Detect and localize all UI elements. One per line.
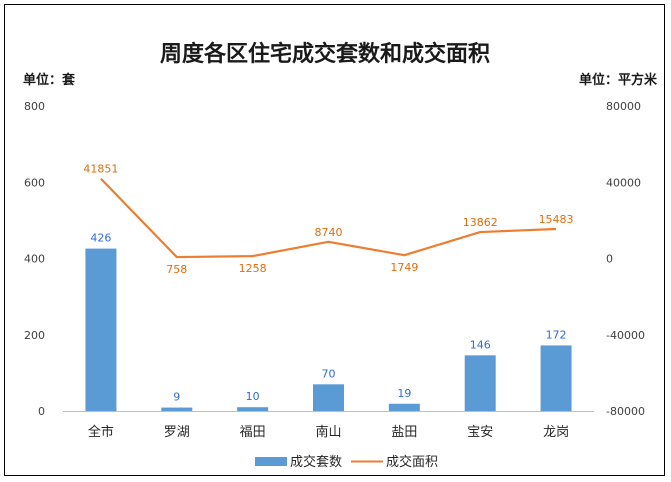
x-axis-category-label: 盐田 bbox=[391, 425, 417, 440]
chart-frame: 周度各区住宅成交套数和成交面积 单位：套 单位：平方米 0 200 400 600 80… bbox=[4, 4, 665, 476]
x-axis-category-label: 南山 bbox=[315, 424, 341, 440]
legend-bar-label: 成交套数 bbox=[290, 454, 342, 470]
bar-series: 426 9 10 70 19 146 172 bbox=[85, 232, 572, 411]
bar-data-label: 10 bbox=[246, 390, 260, 403]
line-data-label: 1749 bbox=[390, 261, 418, 274]
line-data-label: 41851 bbox=[83, 163, 118, 176]
left-axis-tick: 600 bbox=[24, 176, 45, 189]
x-axis-category-label: 福田 bbox=[240, 425, 266, 440]
legend-bar-swatch bbox=[255, 457, 287, 466]
x-axis-category-label: 宝安 bbox=[467, 425, 493, 440]
bar-data-label: 19 bbox=[397, 387, 411, 400]
bar bbox=[85, 248, 117, 411]
left-axis-tick: 400 bbox=[24, 253, 45, 266]
right-axis-tick: -40000 bbox=[606, 329, 645, 342]
legend-line-label: 成交面积 bbox=[386, 454, 438, 470]
right-axis-tick: 0 bbox=[606, 253, 613, 266]
bar bbox=[464, 355, 496, 411]
bar bbox=[161, 407, 193, 411]
x-axis-category-label: 罗湖 bbox=[164, 425, 190, 440]
x-axis-category-label: 龙岗 bbox=[543, 425, 569, 440]
right-axis-tick: 80000 bbox=[606, 100, 641, 113]
line-path bbox=[100, 177, 557, 259]
line-data-label: 15483 bbox=[539, 213, 574, 226]
line-data-label: 8740 bbox=[315, 226, 343, 239]
line-data-label: 758 bbox=[166, 263, 187, 276]
left-axis-tick: 800 bbox=[24, 100, 45, 113]
chart-canvas: 周度各区住宅成交套数和成交面积 单位：套 单位：平方米 0 200 400 600 80… bbox=[23, 41, 658, 470]
x-axis-category-label: 全市 bbox=[88, 424, 114, 440]
bar-data-label: 146 bbox=[470, 338, 491, 351]
left-axis-tick: 200 bbox=[24, 329, 45, 342]
bar bbox=[237, 407, 269, 411]
bar bbox=[313, 384, 344, 411]
line-series: 41851 758 1258 8740 1749 13862 15483 bbox=[83, 163, 573, 276]
axes: 0 200 400 600 800 -80000 -40000 0 40000 80000 全市 罗湖… bbox=[24, 100, 645, 440]
line-data-label: 1258 bbox=[239, 262, 267, 275]
left-axis-tick: 0 bbox=[38, 405, 45, 418]
bar bbox=[540, 345, 572, 411]
chart-title: 周度各区住宅成交套数和成交面积 bbox=[160, 41, 490, 67]
right-axis-tick: 40000 bbox=[606, 176, 641, 189]
bar-data-label: 70 bbox=[322, 367, 336, 380]
right-axis-unit: 单位：平方米 bbox=[579, 72, 658, 88]
bar-data-label: 426 bbox=[90, 232, 111, 245]
bar-data-label: 172 bbox=[546, 328, 567, 341]
right-axis-tick: -80000 bbox=[606, 405, 645, 418]
bar-data-label: 9 bbox=[173, 391, 180, 404]
legend: 成交套数 成交面积 bbox=[255, 454, 438, 470]
bar bbox=[388, 403, 420, 411]
line-data-label: 13862 bbox=[463, 216, 498, 229]
left-axis-unit: 单位：套 bbox=[23, 72, 76, 88]
